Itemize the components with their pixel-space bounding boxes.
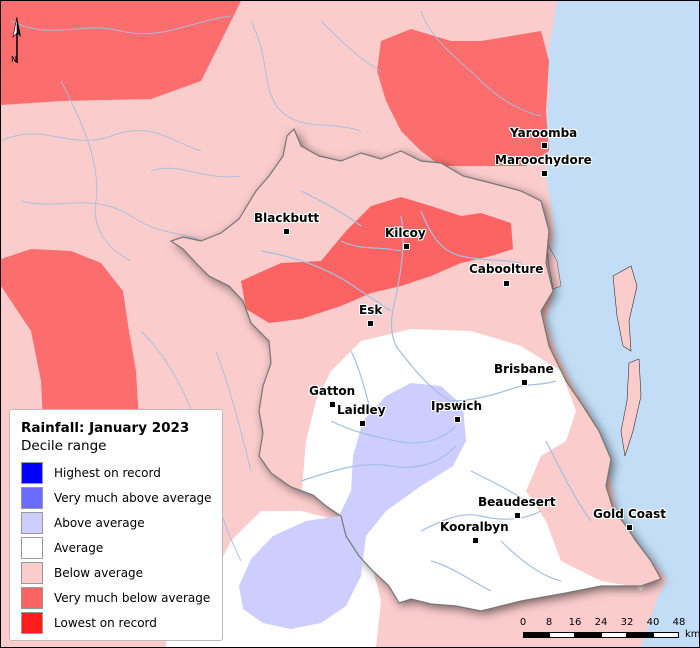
rivers-inside xyxy=(260,190,592,592)
very-below-area xyxy=(1,1,241,105)
legend-label: Above average xyxy=(54,515,145,530)
scale-segment xyxy=(523,632,549,638)
town-label-beaudesert: Beaudesert xyxy=(478,495,556,509)
legend-item: Below average xyxy=(21,560,222,585)
legend-swatch xyxy=(21,461,43,484)
island xyxy=(612,265,638,352)
legend-label: Very much below average xyxy=(54,590,211,605)
town-label-caboolture: Caboolture xyxy=(469,262,544,276)
very-below-area xyxy=(241,197,513,323)
legend-items: Highest on record Very much above averag… xyxy=(21,460,222,635)
scale-segment xyxy=(549,632,575,638)
scale-tick: 48 xyxy=(672,617,686,628)
town-marker xyxy=(541,142,548,149)
town-marker xyxy=(359,420,366,427)
map-legend: Rainfall: January 2023 Decile range High… xyxy=(9,409,223,641)
town-label-yaroomba: Yaroomba xyxy=(510,126,578,140)
scale-tick: 32 xyxy=(620,617,634,628)
legend-swatch xyxy=(21,561,43,584)
town-label-blackbutt: Blackbutt xyxy=(254,211,320,225)
scale-tick: 16 xyxy=(568,617,582,628)
town-marker xyxy=(283,228,290,235)
town-label-kilcoy: Kilcoy xyxy=(385,226,426,240)
legend-label: Lowest on record xyxy=(54,615,157,630)
legend-title: Rainfall: January 2023 xyxy=(21,420,190,436)
town-label-esk: Esk xyxy=(359,303,383,317)
town-marker xyxy=(626,524,633,531)
legend-item: Above average xyxy=(21,510,222,535)
legend-label: Highest on record xyxy=(54,465,161,480)
town-label-ipswich: Ipswich xyxy=(431,399,483,413)
scale-segment xyxy=(653,632,679,638)
legend-label: Very much above average xyxy=(54,490,212,505)
legend-item: Average xyxy=(21,535,222,560)
scale-unit: km xyxy=(685,629,700,640)
town-label-brisbane: Brisbane xyxy=(494,362,554,376)
town-label-kooralbyn: Kooralbyn xyxy=(440,520,509,534)
scale-bar: 0 8 16 24 32 40 48 km xyxy=(517,617,700,643)
scale-segment xyxy=(575,632,601,638)
scale-tick: 40 xyxy=(646,617,660,628)
town-marker xyxy=(521,379,528,386)
island xyxy=(620,358,642,457)
scale-tick: 24 xyxy=(594,617,608,628)
scale-tick: 0 xyxy=(519,617,527,628)
legend-swatch xyxy=(21,586,43,609)
legend-swatch xyxy=(21,511,43,534)
above-average-area xyxy=(239,383,466,629)
town-marker xyxy=(514,512,521,519)
scale-segment xyxy=(627,632,653,638)
scale-segment xyxy=(601,632,627,638)
basin-border xyxy=(169,127,662,612)
town-marker xyxy=(503,280,510,287)
legend-swatch xyxy=(21,486,43,509)
town-marker xyxy=(329,401,336,408)
town-label-laidley: Laidley xyxy=(337,403,386,417)
legend-subtitle: Decile range xyxy=(21,438,107,454)
legend-label: Below average xyxy=(54,565,144,580)
town-marker xyxy=(403,243,410,250)
legend-item: Very much below average xyxy=(21,585,222,610)
town-marker xyxy=(367,320,374,327)
town-marker xyxy=(472,537,479,544)
legend-swatch xyxy=(21,611,43,634)
north-arrow-icon xyxy=(12,17,21,63)
north-label: N xyxy=(11,55,17,64)
legend-item: Very much above average xyxy=(21,485,222,510)
town-label-maroochydore: Maroochydore xyxy=(495,153,592,167)
scale-tick: 8 xyxy=(545,617,553,628)
town-marker xyxy=(541,170,548,177)
legend-swatch xyxy=(21,536,43,559)
legend-item: Highest on record xyxy=(21,460,222,485)
legend-label: Average xyxy=(54,540,104,555)
island xyxy=(545,240,562,290)
very-below-area xyxy=(377,29,549,166)
legend-item: Lowest on record xyxy=(21,610,222,635)
town-label-gold-coast: Gold Coast xyxy=(593,507,667,521)
town-marker xyxy=(454,416,461,423)
town-label-gatton: Gatton xyxy=(309,384,356,398)
rivers-outside xyxy=(1,10,542,562)
